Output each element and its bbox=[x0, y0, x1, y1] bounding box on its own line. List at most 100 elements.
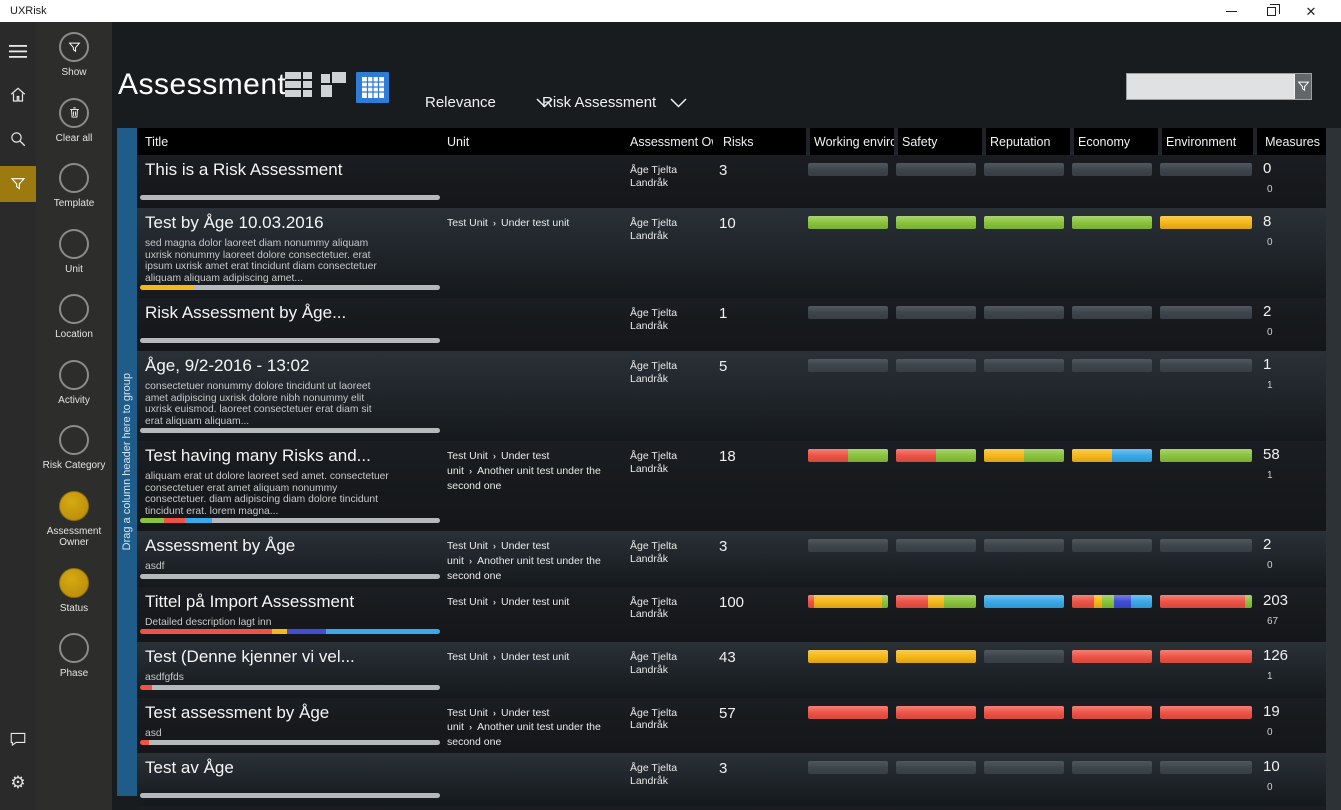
filter-unit[interactable]: Unit bbox=[36, 228, 112, 276]
filter-status[interactable]: Status bbox=[36, 567, 112, 615]
row-title-cell: Åge, 9/2-2016 - 13:02 consectetuer nonum… bbox=[137, 351, 443, 441]
search-input[interactable] bbox=[1127, 74, 1294, 99]
table-row[interactable]: Test having many Risks and... aliquam er… bbox=[137, 441, 1326, 531]
rating-bar-environment bbox=[1158, 298, 1253, 351]
filter-panel: Show Clear all Template Unit Location Ac… bbox=[36, 22, 112, 810]
filter-assessment-owner[interactable]: Assessment Owner bbox=[36, 490, 112, 549]
row-measures-count: 10 bbox=[1263, 758, 1280, 775]
row-description: Detailed description lagt inn bbox=[145, 616, 272, 628]
row-title: Åge, 9/2-2016 - 13:02 bbox=[145, 356, 310, 375]
row-ratings bbox=[806, 806, 1253, 810]
rating-bar-environment bbox=[1158, 806, 1253, 810]
row-description: aliquam erat ut dolore laoreet sed amet.… bbox=[145, 471, 389, 517]
view-toggle-cards-button[interactable] bbox=[285, 72, 312, 98]
search-nav-button[interactable] bbox=[0, 122, 36, 156]
column-header-title[interactable]: Title bbox=[145, 134, 169, 149]
chevron-down-icon bbox=[670, 97, 687, 108]
column-header-economy[interactable]: Economy bbox=[1070, 128, 1158, 155]
filter-item-label: Show bbox=[61, 67, 87, 78]
row-unit-breadcrumb: Test Unit › Under test unit bbox=[443, 642, 625, 698]
row-title: Test having many Risks and... bbox=[145, 446, 371, 465]
breadcrumb-chevron-icon: › bbox=[492, 652, 497, 663]
column-header-assessment-owner[interactable]: Assessment Owner bbox=[630, 134, 713, 149]
row-risks-count: 43 bbox=[719, 649, 736, 666]
table-rows: This is a Risk Assessment Åge Tjelta Lan… bbox=[137, 155, 1326, 810]
view-toggle-tiles-button[interactable] bbox=[321, 72, 347, 98]
row-progress-bar bbox=[140, 518, 440, 523]
settings-button[interactable]: ⚙ bbox=[0, 766, 36, 800]
filter-risk-category[interactable]: Risk Category bbox=[36, 425, 112, 472]
filter-template[interactable]: Template bbox=[36, 163, 112, 210]
table-row[interactable]: Test av Åge Åge Tjelta Landråk 3 10 0 bbox=[137, 753, 1326, 806]
row-unit-breadcrumb: Test Unit › Under test unit › Another unit t… bbox=[443, 441, 625, 531]
table-row[interactable]: Test assessment by Åge asd Test Unit › Und… bbox=[137, 697, 1326, 754]
filter-location[interactable]: Location bbox=[36, 294, 112, 341]
filter-phase[interactable]: Phase bbox=[36, 633, 112, 680]
filter-item-label: Activity bbox=[58, 394, 90, 406]
row-ratings bbox=[806, 441, 1253, 531]
table-view-icon bbox=[361, 77, 384, 98]
row-title-cell bbox=[137, 806, 443, 810]
filter-nav-button-active[interactable] bbox=[0, 166, 36, 202]
row-unit-breadcrumb bbox=[443, 155, 625, 208]
restore-button[interactable] bbox=[1251, 0, 1291, 22]
row-risks-count: 100 bbox=[719, 593, 745, 611]
close-icon: ✕ bbox=[1305, 3, 1317, 19]
rating-bar-environment bbox=[1158, 351, 1253, 441]
rating-bar-environment bbox=[1158, 753, 1253, 806]
row-owner: Åge Tjelta Landråk bbox=[630, 706, 678, 732]
view-toggle-table-button-selected[interactable] bbox=[356, 72, 389, 103]
table-row[interactable]: This is a Risk Assessment Åge Tjelta Lan… bbox=[137, 155, 1326, 208]
home-button[interactable] bbox=[0, 78, 36, 112]
close-button[interactable]: ✕ bbox=[1291, 0, 1331, 22]
group-by-drop-zone[interactable]: Drag a column header here to group bbox=[117, 128, 137, 796]
search-filter-button[interactable] bbox=[1294, 74, 1311, 99]
feedback-button[interactable] bbox=[0, 722, 36, 756]
rating-bar-working-environment bbox=[806, 698, 894, 754]
table-row[interactable]: Test by Åge 10.03.2016 sed magna dolor l… bbox=[137, 208, 1326, 298]
filter-clear-all[interactable]: Clear all bbox=[36, 97, 112, 145]
column-header-safety[interactable]: Safety bbox=[894, 128, 982, 155]
row-measures-sub-count: 0 bbox=[1267, 237, 1273, 248]
column-header-working-environment[interactable]: Working environment bbox=[806, 128, 894, 155]
column-header-unit[interactable]: Unit bbox=[447, 134, 470, 149]
column-header-reputation[interactable]: Reputation bbox=[982, 128, 1070, 155]
column-header-measures[interactable]: Measures bbox=[1253, 128, 1326, 155]
row-measures-sub-count: 1 bbox=[1267, 380, 1273, 391]
vertical-scrollbar[interactable] bbox=[1326, 128, 1341, 810]
column-header-environment[interactable]: Environment bbox=[1158, 128, 1253, 155]
breadcrumb-chevron-icon: › bbox=[468, 465, 473, 477]
filter-circle-icon bbox=[59, 32, 89, 62]
risk-assessment-dropdown[interactable]: Risk Assessment bbox=[542, 94, 687, 111]
row-measures-count: 1 bbox=[1263, 356, 1272, 373]
rating-bar-reputation bbox=[982, 698, 1070, 754]
hamburger-menu-button[interactable] bbox=[0, 34, 36, 68]
row-owner: Åge Tjelta Landråk bbox=[630, 164, 678, 189]
table-row[interactable]: Risk Assessment by Åge... Åge Tjelta Lan… bbox=[137, 298, 1326, 351]
rating-bar-environment bbox=[1158, 208, 1253, 298]
rating-bar-safety bbox=[894, 806, 982, 810]
table-row[interactable]: Åge, 9/2-2016 - 13:02 consectetuer nonum… bbox=[137, 351, 1326, 441]
minimize-button[interactable] bbox=[1211, 0, 1251, 22]
row-ratings bbox=[806, 587, 1253, 643]
table-row[interactable]: Test (Denne kjenner vi vel... asdfgfds T… bbox=[137, 642, 1326, 698]
table-row[interactable]: Assessment by Åge asdf Test Unit › Under t… bbox=[137, 531, 1326, 587]
row-risks-count: 3 bbox=[719, 760, 728, 777]
rating-bar-working-environment bbox=[806, 298, 894, 351]
filter-activity[interactable]: Activity bbox=[36, 359, 112, 407]
filter-show[interactable]: Show bbox=[36, 32, 112, 79]
column-header-risks[interactable]: Risks bbox=[723, 134, 754, 149]
row-title-cell: Test by Åge 10.03.2016 sed magna dolor l… bbox=[137, 208, 443, 298]
table-row[interactable]: Tittel på Import Assessment Detailed des… bbox=[137, 586, 1326, 643]
row-measures-count: 58 bbox=[1263, 446, 1280, 463]
unit-crumb: Under test unit bbox=[447, 706, 550, 734]
rating-bar-economy bbox=[1070, 208, 1158, 298]
relevance-dropdown[interactable]: Relevance bbox=[425, 94, 553, 111]
rating-bar-safety bbox=[894, 698, 982, 754]
table-row[interactable]: Åge Tjelta Landråk bbox=[137, 806, 1326, 810]
row-title-cell: Tittel på Import Assessment Detailed des… bbox=[137, 587, 443, 643]
view-toggles bbox=[285, 72, 389, 103]
breadcrumb-chevron-icon: › bbox=[492, 707, 497, 719]
rating-bar-environment bbox=[1158, 155, 1253, 208]
rating-bar-economy bbox=[1070, 806, 1158, 810]
